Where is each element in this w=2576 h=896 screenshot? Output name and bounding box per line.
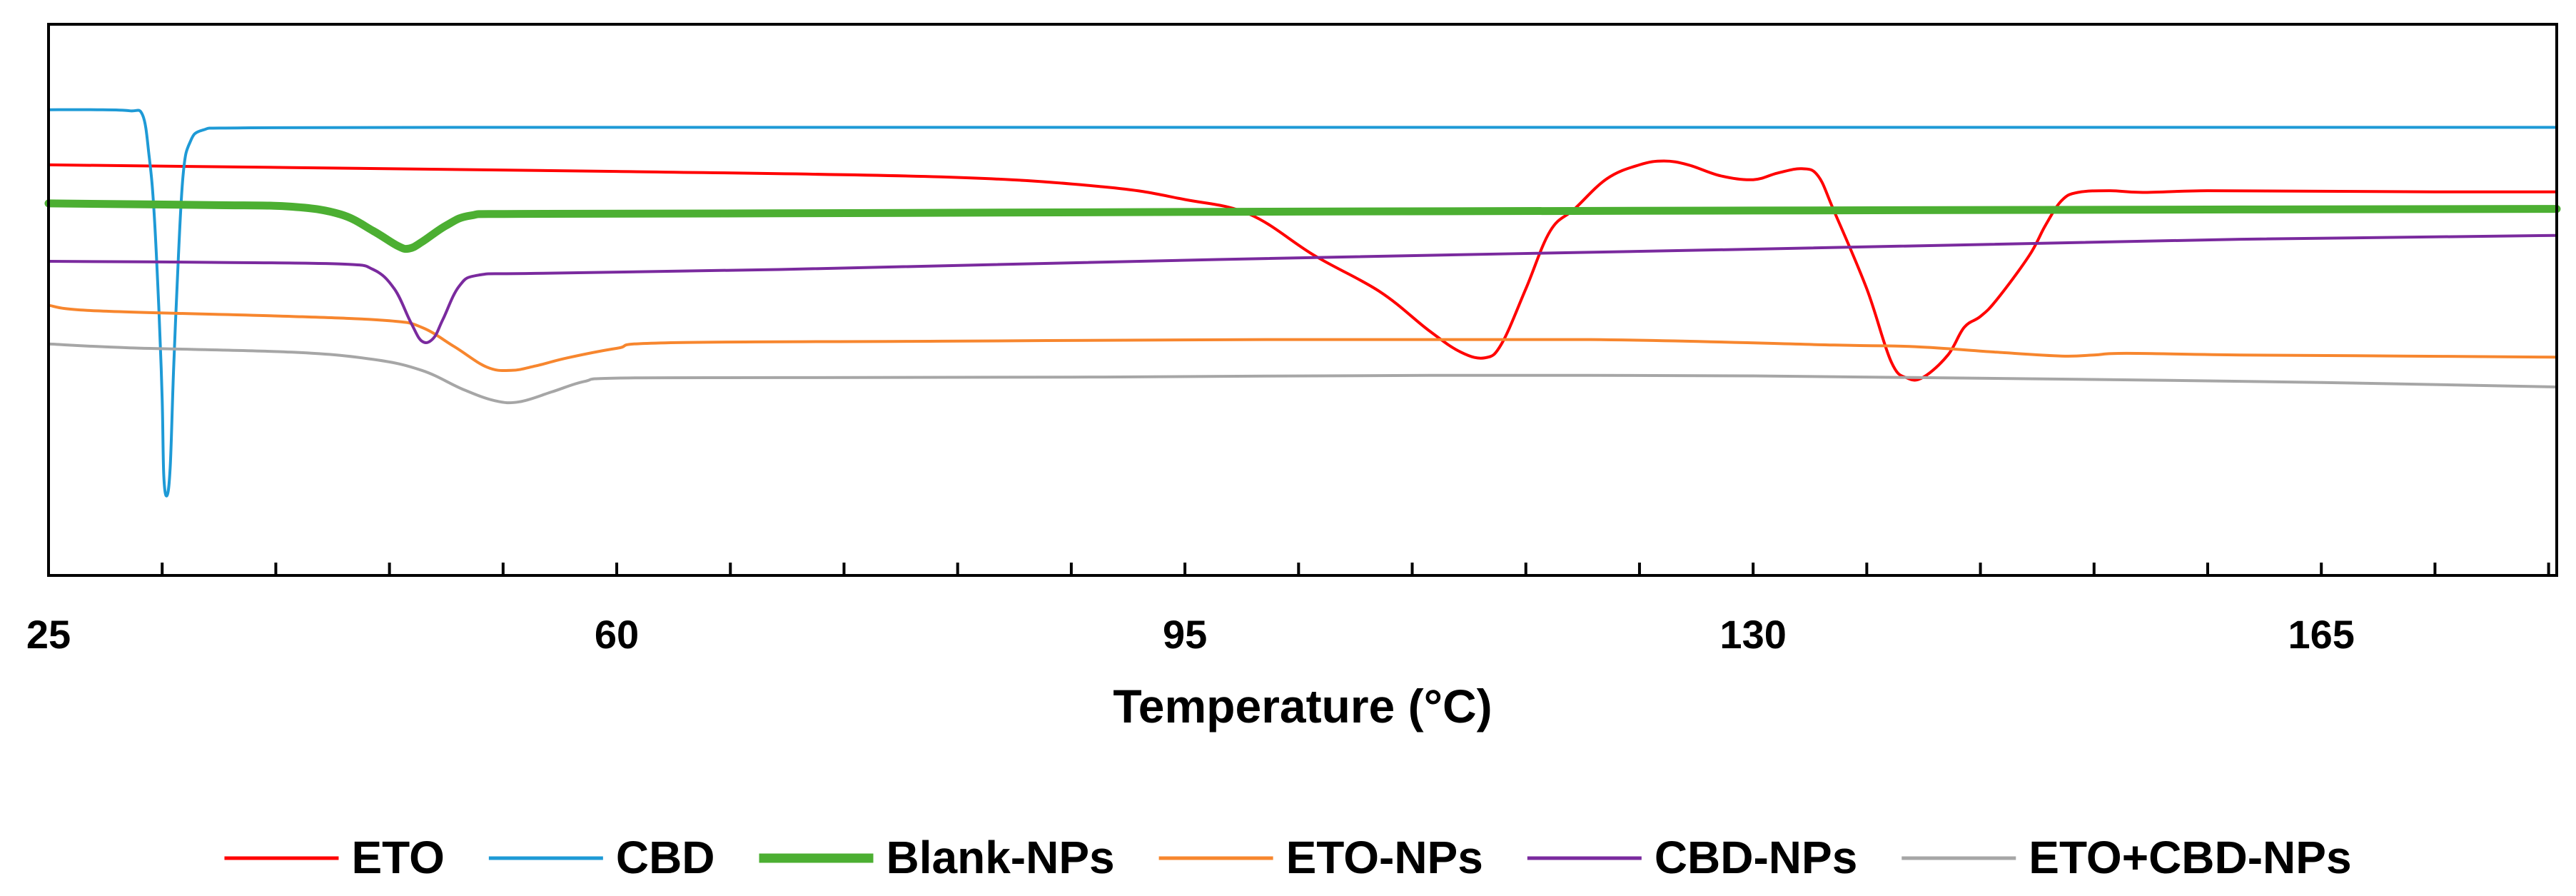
series-line-eto xyxy=(47,159,2558,382)
series-layer xyxy=(44,108,2561,498)
legend-label: ETO xyxy=(351,832,444,883)
legend-item-cbd: CBD xyxy=(488,832,715,883)
legend-item-eto-nps: ETO-NPs xyxy=(1158,832,1483,883)
series-line-blank-nps xyxy=(44,199,2561,253)
x-axis-ticks: 25 60 95 130 165 xyxy=(26,563,2550,657)
series-line-cbd-nps xyxy=(47,233,2558,344)
plot-area-frame xyxy=(47,23,2558,577)
x-tick-label: 130 xyxy=(1719,612,1786,657)
legend-item-cbd-nps: CBD-NPs xyxy=(1527,832,1857,883)
legend-item-eto: ETO xyxy=(224,832,445,883)
x-tick-label: 165 xyxy=(2288,612,2354,657)
series-line-eto-nps xyxy=(47,303,2558,373)
legend-label: Blank-NPs xyxy=(887,832,1115,883)
legend-item-blank-nps: Blank-NPs xyxy=(759,832,1115,883)
legend-label: CBD-NPs xyxy=(1655,832,1857,883)
series-line-eto-cbd-nps xyxy=(47,342,2558,405)
legend-label: CBD xyxy=(616,832,715,883)
x-tick-label: 95 xyxy=(1163,612,1207,657)
series-line-cbd xyxy=(47,108,2558,498)
legend: ETO CBD Blank-NPs ETO-NPs CBD-NPs ETO+CBD-NPs xyxy=(224,832,2352,883)
x-axis-title: Temperature (°C) xyxy=(1113,680,1492,733)
x-tick-label: 60 xyxy=(595,612,639,657)
legend-item-eto-cbd-nps: ETO+CBD-NPs xyxy=(1901,832,2352,883)
x-tick-label: 25 xyxy=(26,612,71,657)
legend-label: ETO-NPs xyxy=(1286,832,1483,883)
legend-label: ETO+CBD-NPs xyxy=(2029,832,2351,883)
